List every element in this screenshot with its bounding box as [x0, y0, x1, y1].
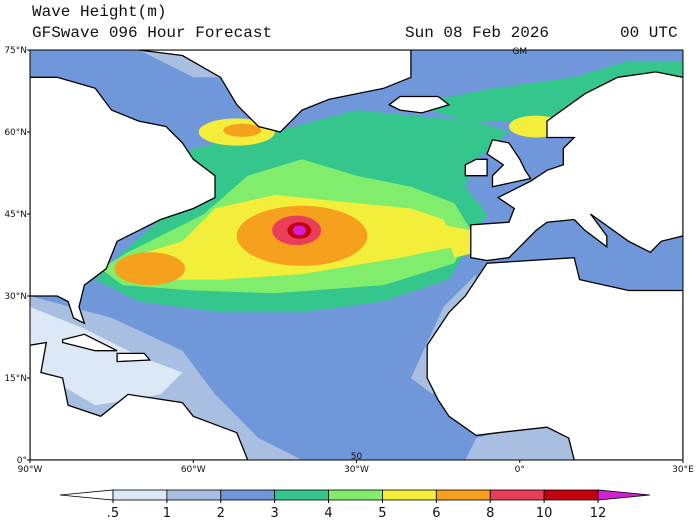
colorbar-bin — [382, 489, 437, 501]
wave-zone — [223, 123, 262, 137]
land — [470, 71, 683, 262]
colorbar-bin — [543, 489, 599, 501]
lon-label: 90°W — [18, 465, 43, 475]
land — [464, 158, 488, 177]
lon-label: 30°W — [344, 465, 369, 475]
wave-zone — [30, 306, 183, 406]
colorbar-bin — [489, 489, 545, 501]
land — [30, 341, 249, 460]
colorbar-label: 6 — [432, 506, 440, 521]
colorbar-bin — [166, 489, 222, 501]
lat-label: 15°N — [4, 374, 27, 384]
colorbar-label: 2 — [217, 506, 225, 521]
title: Wave Height(m) — [32, 3, 166, 21]
lat-label: 30°N — [4, 292, 27, 302]
lon-label: 30°E — [672, 465, 694, 475]
lon-label: 60°W — [181, 465, 206, 475]
colorbar-bin — [274, 489, 329, 501]
colorbar-bin — [435, 489, 491, 501]
colorbar-bin — [220, 489, 276, 501]
lat-label: 75°N — [4, 46, 27, 56]
colorbar-bin — [112, 489, 168, 501]
colorbar-label: 8 — [486, 506, 494, 521]
lat-label: 0° — [17, 456, 27, 466]
wave-zone — [465, 427, 575, 460]
forecast-date: Sun 08 Feb 2026 — [405, 24, 549, 42]
land — [138, 50, 412, 133]
land — [426, 257, 683, 460]
subtitle: GFSwave 096 Hour Forecast — [32, 24, 272, 42]
forecast-time: 00 UTC — [620, 24, 678, 42]
colorbar-label: 3 — [271, 506, 279, 521]
lat-label: 60°N — [4, 128, 27, 138]
wave-zone — [114, 252, 186, 286]
colorbar-label: 4 — [324, 506, 332, 521]
colorbar-label: 10 — [536, 506, 553, 521]
wave-zone — [443, 224, 477, 258]
wave-zone — [410, 60, 683, 122]
colorbar-label: 1 — [163, 506, 171, 521]
land — [30, 76, 216, 325]
map-field — [30, 50, 683, 460]
wave-zone — [292, 225, 306, 236]
land — [387, 95, 451, 114]
colorbar-bin — [328, 489, 383, 501]
land — [61, 333, 118, 352]
annotation: 50 — [351, 452, 363, 462]
colorbar-label: 5 — [378, 506, 386, 521]
lat-label: 45°N — [4, 210, 27, 220]
lon-label: 0° — [515, 465, 525, 475]
colorbar-end — [59, 489, 114, 501]
land — [116, 352, 152, 363]
colorbar-end — [597, 489, 651, 501]
colorbar-label: 12 — [590, 506, 607, 521]
annotation: GM — [512, 47, 527, 57]
land — [486, 138, 532, 188]
colorbar-label: .5 — [107, 506, 119, 521]
